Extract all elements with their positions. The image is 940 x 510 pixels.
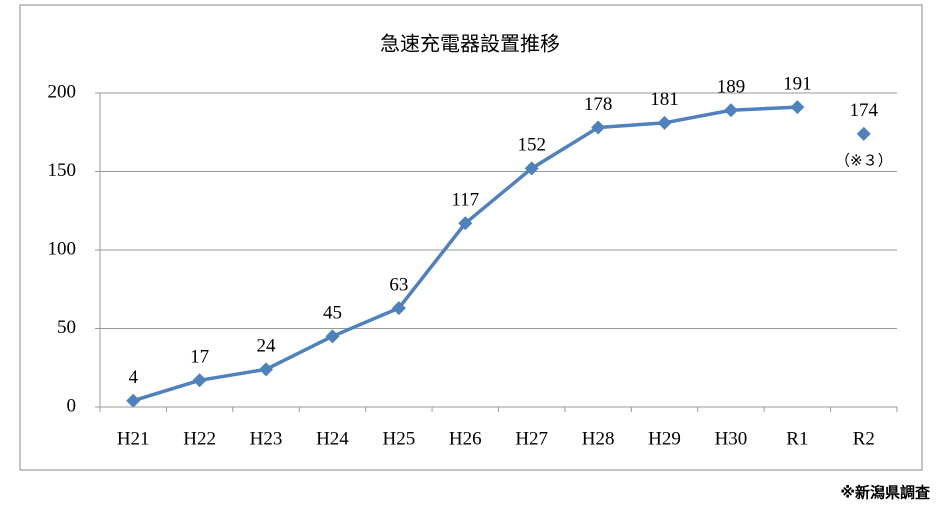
data-point — [325, 329, 340, 344]
x-tick-label: H21 — [117, 428, 150, 449]
x-tick-label: H23 — [250, 428, 283, 449]
x-tick-label: R2 — [853, 428, 875, 449]
data-point — [259, 362, 274, 377]
x-tick-label: H24 — [316, 428, 349, 449]
data-label: 24 — [257, 336, 277, 357]
x-tick-label: H27 — [515, 428, 548, 449]
data-point — [458, 216, 473, 231]
y-tick-label: 150 — [48, 160, 77, 181]
y-tick-label: 200 — [48, 81, 77, 102]
chart-border — [19, 4, 923, 471]
y-tick-label: 0 — [67, 395, 77, 416]
x-tick-label: R1 — [786, 428, 808, 449]
line-series — [132, 105, 798, 403]
data-point — [391, 301, 406, 316]
chart-title: 急速充電器設置推移 — [380, 32, 560, 56]
x-tick-label: H28 — [582, 428, 615, 449]
data-point — [192, 373, 207, 388]
data-point — [856, 126, 871, 141]
x-tick-label: H22 — [183, 428, 216, 449]
data-label: 117 — [451, 190, 479, 211]
data-label: 63 — [389, 274, 408, 295]
data-label: 178 — [584, 94, 613, 115]
y-tick-label: 100 — [48, 238, 77, 259]
x-tick-label: H25 — [383, 428, 416, 449]
data-label: 17 — [190, 347, 209, 368]
data-label: 181 — [650, 89, 679, 110]
data-point — [126, 393, 141, 408]
source-note: ※新潟県調査 — [840, 484, 931, 502]
x-tick-label: H29 — [648, 428, 681, 449]
data-label: 191 — [783, 73, 812, 94]
x-tick-label: H30 — [715, 428, 748, 449]
data-point — [657, 115, 672, 130]
data-label: 4 — [128, 367, 138, 388]
data-point — [591, 120, 606, 135]
data-point — [790, 100, 805, 115]
data-label: 174 — [850, 100, 879, 121]
y-tick-label: 50 — [57, 317, 76, 338]
data-label: 45 — [323, 303, 342, 324]
data-label: 152 — [517, 135, 546, 156]
annotation: （※３） — [835, 151, 893, 169]
data-point — [524, 161, 539, 176]
data-label: 189 — [717, 77, 746, 98]
data-point — [723, 103, 738, 118]
x-tick-label: H26 — [449, 428, 482, 449]
